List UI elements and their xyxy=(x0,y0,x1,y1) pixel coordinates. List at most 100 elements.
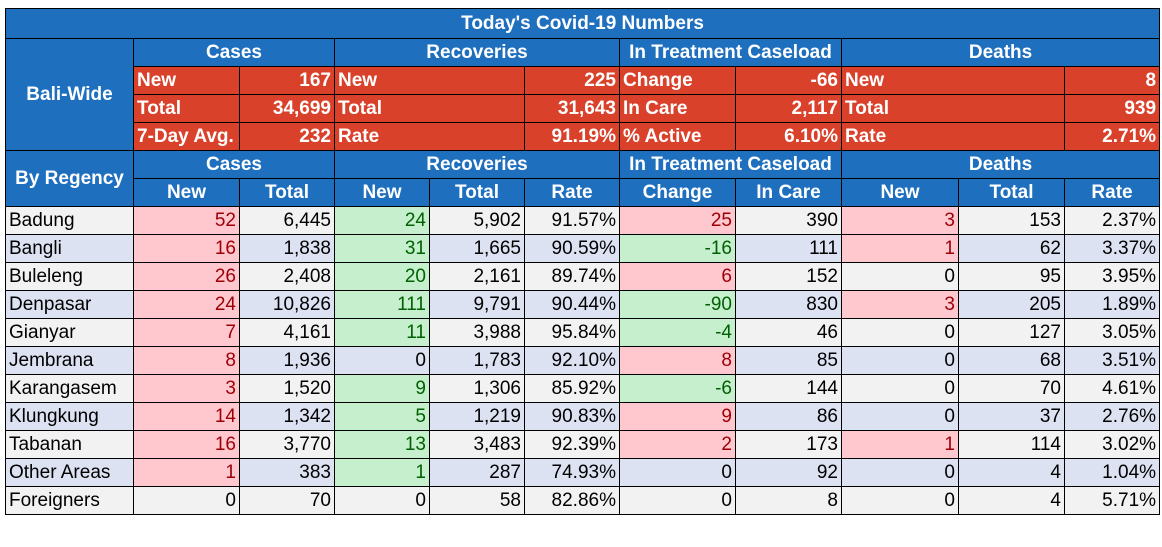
cell-r-rate: 91.57% xyxy=(524,206,620,235)
bali-recoveries-label: Total xyxy=(334,94,525,123)
column-header-d-total: Total xyxy=(958,178,1065,207)
by-regency-label: By Regency xyxy=(5,150,134,207)
cell-c-total: 1,936 xyxy=(239,346,335,375)
bali-cases-value: 34,699 xyxy=(239,94,335,123)
bali-wide-row: 7-Day Avg. 232 Rate 91.19%% Active 6.10% Rate… xyxy=(6,122,1161,151)
cell-r-new: 111 xyxy=(334,290,430,319)
cell-t-change: -6 xyxy=(619,374,736,403)
cell-t-incare: 390 xyxy=(735,206,842,235)
cell-d-new: 3 xyxy=(841,206,959,235)
cell-d-new: 0 xyxy=(841,486,959,515)
cell-t-change: 2 xyxy=(619,430,736,459)
regency-name: Gianyar xyxy=(5,318,134,347)
cell-r-total: 9,791 xyxy=(429,290,525,319)
column-header-r-new: New xyxy=(334,178,430,207)
regency-name: Klungkung xyxy=(5,402,134,431)
bali-recoveries-label: Rate xyxy=(334,122,525,151)
table-row: Denpasar 24 10,826 111 9,791 90.44% -90 830 3 205… xyxy=(5,290,1161,319)
bali-deaths-value: 939 xyxy=(1063,94,1161,123)
cell-t-incare: 111 xyxy=(735,234,842,263)
table-row: Klungkung 14 1,342 5 1,219 90.83% 9 86 0 37 2.76% xyxy=(5,402,1161,431)
table-row: Gianyar 7 4,161 11 3,988 95.84% -4 46 0 127 3.05% xyxy=(5,318,1161,347)
group-header-recoveries: Recoveries xyxy=(334,38,620,67)
table-row: Buleleng 26 2,408 20 2,161 89.74% 6 152 0 95 3.95% xyxy=(5,262,1161,291)
cell-t-incare: 152 xyxy=(735,262,842,291)
cell-d-total: 114 xyxy=(958,430,1065,459)
cell-d-total: 4 xyxy=(958,458,1065,487)
cell-r-new: 24 xyxy=(334,206,430,235)
bali-recoveries-value: 91.19% xyxy=(524,122,620,151)
bali-treatment-value: -66 xyxy=(735,66,842,95)
cell-r-rate: 90.83% xyxy=(524,402,620,431)
cell-r-total: 3,988 xyxy=(429,318,525,347)
cell-d-rate: 3.95% xyxy=(1063,262,1161,291)
regency-name: Denpasar xyxy=(5,290,134,319)
bali-wide-row: New 167 New 225 Change -66 New 8 xyxy=(6,66,1161,95)
cell-t-incare: 8 xyxy=(735,486,842,515)
cell-d-rate: 3.02% xyxy=(1063,430,1161,459)
cell-d-rate: 2.76% xyxy=(1063,402,1161,431)
cell-t-incare: 85 xyxy=(735,346,842,375)
cell-r-new: 11 xyxy=(334,318,430,347)
bali-cases-label: Total xyxy=(133,94,240,123)
bali-deaths-value: 8 xyxy=(1063,66,1161,95)
regency-name: Buleleng xyxy=(5,262,134,291)
cell-d-new: 0 xyxy=(841,458,959,487)
cell-t-change: 25 xyxy=(619,206,736,235)
bali-recoveries-value: 31,643 xyxy=(524,94,620,123)
regency-name: Tabanan xyxy=(5,430,134,459)
cell-t-change: 9 xyxy=(619,402,736,431)
bali-deaths-label: Total xyxy=(841,94,1065,123)
cell-c-new: 16 xyxy=(133,234,240,263)
cell-r-rate: 90.44% xyxy=(524,290,620,319)
column-header-r-total: Total xyxy=(429,178,525,207)
column-header-d-rate: Rate xyxy=(1063,178,1161,207)
cell-c-total: 2,408 xyxy=(239,262,335,291)
cell-t-incare: 173 xyxy=(735,430,842,459)
cell-c-new: 3 xyxy=(133,374,240,403)
cell-t-incare: 46 xyxy=(735,318,842,347)
cell-c-new: 52 xyxy=(133,206,240,235)
cell-d-total: 37 xyxy=(958,402,1065,431)
bali-treatment-value: 2,117 xyxy=(735,94,842,123)
table-row: Tabanan 16 3,770 13 3,483 92.39% 2 173 1 114 3.02% xyxy=(5,430,1161,459)
bali-recoveries-value: 225 xyxy=(524,66,620,95)
table-title: Today's Covid-19 Numbers xyxy=(4,8,1161,39)
bali-deaths-value: 2.71% xyxy=(1063,122,1161,151)
cell-d-total: 95 xyxy=(958,262,1065,291)
cell-r-total: 5,902 xyxy=(429,206,525,235)
cell-d-rate: 3.05% xyxy=(1063,318,1161,347)
cell-d-new: 1 xyxy=(841,430,959,459)
column-header-t-incare: In Care xyxy=(735,178,842,207)
cell-d-rate: 3.37% xyxy=(1063,234,1161,263)
table-row: Jembrana 8 1,936 0 1,783 92.10% 8 85 0 68 3.51% xyxy=(5,346,1161,375)
cell-c-new: 16 xyxy=(133,430,240,459)
regency-name: Jembrana xyxy=(5,346,134,375)
bali-cases-value: 232 xyxy=(239,122,335,151)
cell-d-total: 127 xyxy=(958,318,1065,347)
cell-r-new: 0 xyxy=(334,346,430,375)
cell-r-new: 0 xyxy=(334,486,430,515)
cell-c-total: 1,838 xyxy=(239,234,335,263)
cell-r-total: 3,483 xyxy=(429,430,525,459)
cell-t-change: 8 xyxy=(619,346,736,375)
table-row: Other Areas 1 383 1 287 74.93% 0 92 0 4 1.04% xyxy=(5,458,1161,487)
cell-c-total: 383 xyxy=(239,458,335,487)
group-header-deaths: Deaths xyxy=(840,38,1161,67)
cell-d-rate: 1.04% xyxy=(1063,458,1161,487)
cell-d-new: 0 xyxy=(841,346,959,375)
cell-r-new: 9 xyxy=(334,374,430,403)
cell-d-total: 68 xyxy=(958,346,1065,375)
bali-treatment-label: % Active xyxy=(619,122,736,151)
cell-r-total: 1,783 xyxy=(429,346,525,375)
cell-d-rate: 3.51% xyxy=(1063,346,1161,375)
cell-d-new: 1 xyxy=(841,234,959,263)
cell-c-new: 8 xyxy=(133,346,240,375)
cell-t-change: -90 xyxy=(619,290,736,319)
cell-d-total: 70 xyxy=(958,374,1065,403)
cell-r-total: 1,306 xyxy=(429,374,525,403)
cell-c-total: 4,161 xyxy=(239,318,335,347)
cell-d-rate: 5.71% xyxy=(1063,486,1161,515)
group-header-treatment: In Treatment Caseload xyxy=(619,38,842,67)
bali-wide-label: Bali-Wide xyxy=(5,38,134,151)
